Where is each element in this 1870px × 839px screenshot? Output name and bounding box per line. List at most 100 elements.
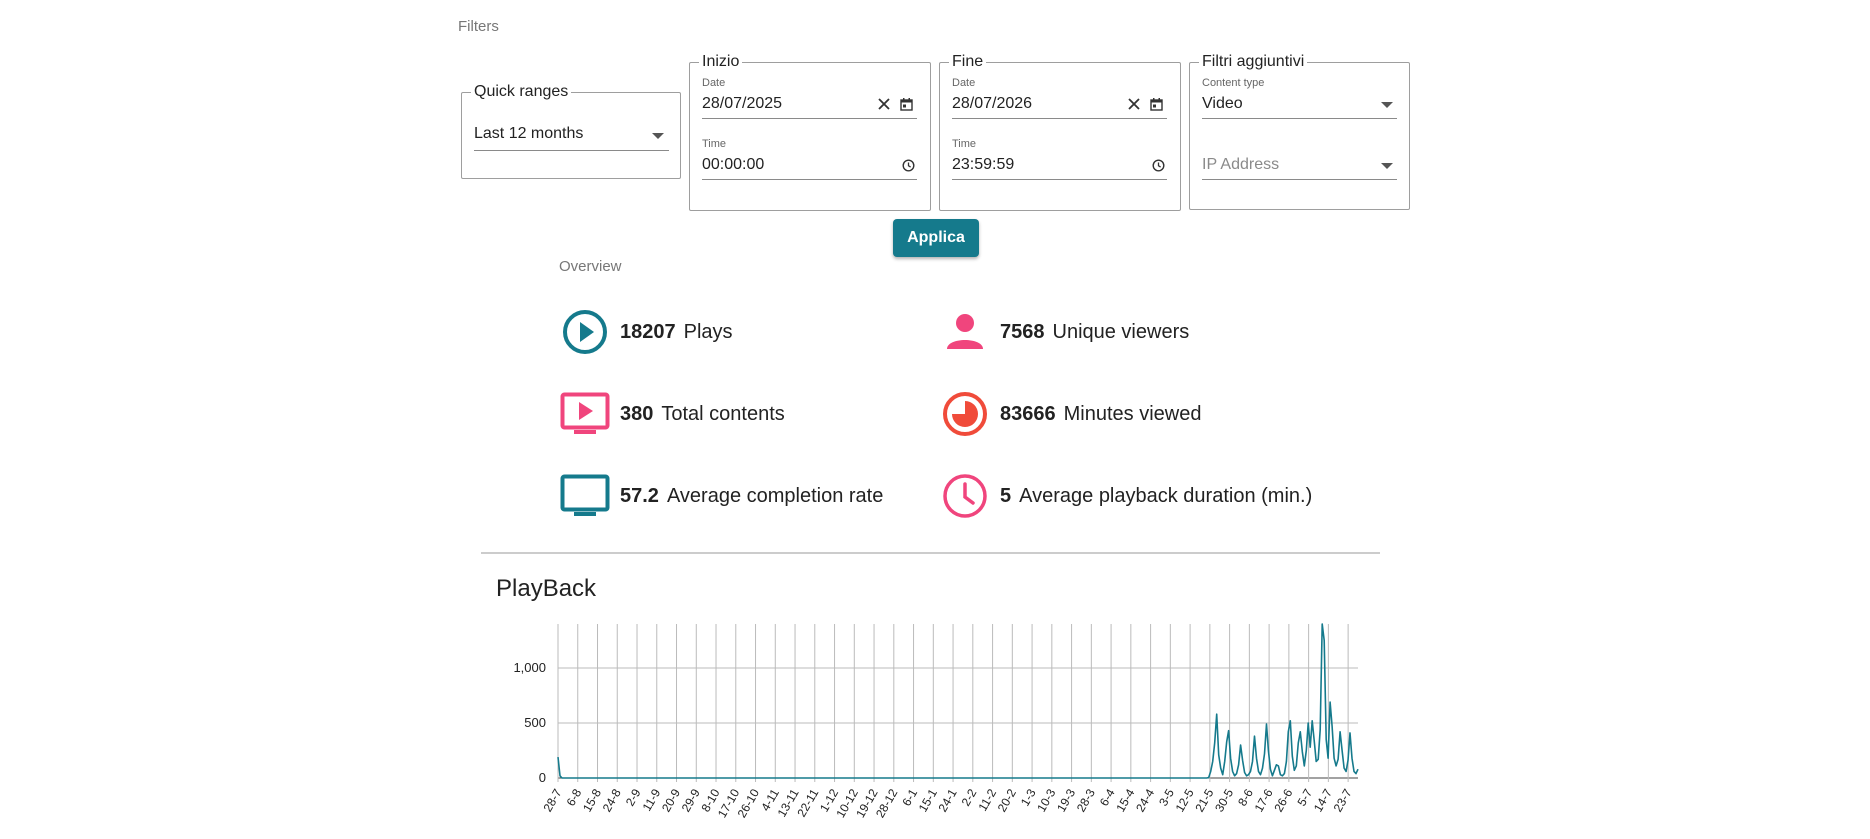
tv-play-icon — [560, 389, 610, 439]
start-date-clear-icon[interactable] — [875, 95, 893, 113]
extra-filters-legend: Filtri aggiuntivi — [1202, 53, 1305, 70]
quick-ranges-group: Quick ranges — [461, 83, 681, 179]
start-time-input[interactable]: 00:00:00 — [702, 156, 765, 173]
stat-average-completion: 57.2 Average completion rate — [560, 471, 883, 521]
stat-total-contents: 380 Total contents — [560, 389, 785, 439]
quick-ranges-caret-icon[interactable] — [652, 133, 664, 139]
x-tick-label: 17-10 — [715, 786, 743, 820]
stat-plays-value: 18207 — [620, 320, 676, 343]
x-tick-label: 26-10 — [735, 786, 763, 820]
x-tick-label: 19-3 — [1054, 786, 1078, 814]
content-type-caret-icon[interactable] — [1381, 102, 1393, 108]
content-type-label: Content type — [1202, 77, 1265, 89]
x-tick-label: 23-7 — [1331, 786, 1355, 814]
end-time-clock-icon[interactable] — [1149, 156, 1167, 174]
x-tick-label: 15-1 — [916, 786, 940, 814]
stat-unique-viewers-value: 7568 — [1000, 320, 1045, 343]
stat-minutes-viewed-label: Minutes viewed — [1063, 402, 1202, 425]
x-tick-label: 3-5 — [1156, 786, 1177, 808]
x-tick-label: 15-8 — [580, 786, 604, 814]
quick-ranges-underline — [474, 150, 669, 151]
start-time-underline — [702, 179, 917, 180]
stat-plays-label: Plays — [683, 320, 733, 343]
end-date-input[interactable]: 28/07/2026 — [952, 95, 1033, 112]
x-tick-label: 20-9 — [659, 786, 683, 814]
overview-title: Overview — [559, 258, 622, 275]
stat-minutes-viewed-value: 83666 — [1000, 402, 1056, 425]
x-tick-label: 30-5 — [1212, 786, 1236, 814]
y-tick-label: 500 — [524, 715, 546, 730]
stat-average-completion-value: 57.2 — [620, 484, 659, 507]
x-tick-label: 4-11 — [758, 786, 782, 813]
x-tick-label: 17-6 — [1252, 786, 1276, 814]
x-tick-label: 11-9 — [640, 786, 664, 813]
ip-address-underline — [1202, 179, 1397, 180]
x-tick-label: 14-7 — [1311, 786, 1335, 814]
end-date-label: Date — [952, 77, 976, 89]
end-time-underline — [952, 179, 1167, 180]
y-tick-label: 1,000 — [513, 660, 546, 675]
x-tick-label: 6-8 — [564, 786, 585, 808]
start-date-label: Date — [702, 77, 726, 89]
stat-average-duration-label: Average playback duration (min.) — [1019, 484, 1313, 507]
monitor-icon — [560, 471, 610, 521]
stat-total-contents-label: Total contents — [661, 402, 785, 425]
x-tick-label: 2-2 — [959, 786, 980, 808]
quick-ranges-legend: Quick ranges — [474, 83, 569, 100]
x-tick-label: 28-12 — [873, 786, 901, 820]
x-tick-label: 20-2 — [995, 786, 1019, 814]
x-tick-label: 24-8 — [600, 786, 624, 814]
end-time-label: Time — [952, 138, 977, 150]
start-group: Inizio — [689, 53, 931, 211]
play-circle-icon — [560, 307, 610, 357]
ip-address-caret-icon[interactable] — [1381, 163, 1393, 169]
x-tick-label: 8-10 — [698, 786, 722, 814]
end-legend: Fine — [952, 53, 984, 70]
stat-average-completion-label: Average completion rate — [666, 484, 884, 507]
stat-total-contents-value: 380 — [620, 402, 654, 425]
x-tick-label: 6-4 — [1097, 786, 1118, 808]
x-tick-label: 29-9 — [679, 786, 703, 814]
stat-unique-viewers-label: Unique viewers — [1052, 320, 1190, 343]
content-type-underline — [1202, 118, 1397, 119]
y-tick-label: 0 — [539, 770, 546, 785]
stat-average-duration-value: 5 — [1000, 484, 1012, 507]
content-type-select[interactable]: Video — [1202, 95, 1243, 112]
x-tick-label: 24-4 — [1133, 786, 1157, 814]
x-tick-label: 6-1 — [899, 786, 920, 808]
extra-filters-group: Filtri aggiuntivi — [1189, 53, 1410, 210]
x-tick-label: 21-5 — [1192, 786, 1216, 814]
x-tick-label: 12-5 — [1173, 786, 1197, 814]
end-time-input[interactable]: 23:59:59 — [952, 156, 1015, 173]
x-tick-label: 28-3 — [1074, 786, 1098, 814]
start-time-clock-icon[interactable] — [899, 156, 917, 174]
end-date-clear-icon[interactable] — [1125, 95, 1143, 113]
filters-title: Filters — [458, 18, 499, 35]
end-group: Fine — [939, 53, 1181, 211]
apply-button[interactable]: Applica — [893, 219, 979, 257]
start-date-input[interactable]: 28/07/2025 — [702, 95, 783, 112]
start-legend: Inizio — [702, 53, 740, 70]
person-icon — [940, 307, 990, 357]
start-date-calendar-icon[interactable] — [897, 95, 915, 113]
x-tick-label: 10-3 — [1034, 786, 1058, 814]
chart-title: PlayBack — [496, 575, 597, 602]
stat-plays: 18207 Plays — [560, 307, 733, 357]
start-time-label: Time — [702, 138, 727, 150]
x-tick-label: 1-3 — [1018, 786, 1039, 808]
x-tick-label: 19-12 — [853, 786, 881, 820]
ip-address-select[interactable]: IP Address — [1202, 156, 1280, 173]
end-date-underline — [952, 118, 1167, 119]
x-tick-label: 5-7 — [1294, 786, 1315, 808]
start-date-underline — [702, 118, 917, 119]
x-tick-label: 8-6 — [1235, 786, 1256, 808]
x-tick-label: 11-2 — [975, 786, 999, 813]
x-tick-label: 22-11 — [794, 786, 821, 819]
section-divider — [481, 552, 1380, 554]
x-tick-label: 1-12 — [817, 786, 841, 814]
pie-timer-icon — [940, 389, 990, 439]
x-tick-label: 13-11 — [775, 786, 802, 819]
quick-ranges-select[interactable]: Last 12 months — [474, 125, 584, 142]
end-date-calendar-icon[interactable] — [1147, 95, 1165, 113]
